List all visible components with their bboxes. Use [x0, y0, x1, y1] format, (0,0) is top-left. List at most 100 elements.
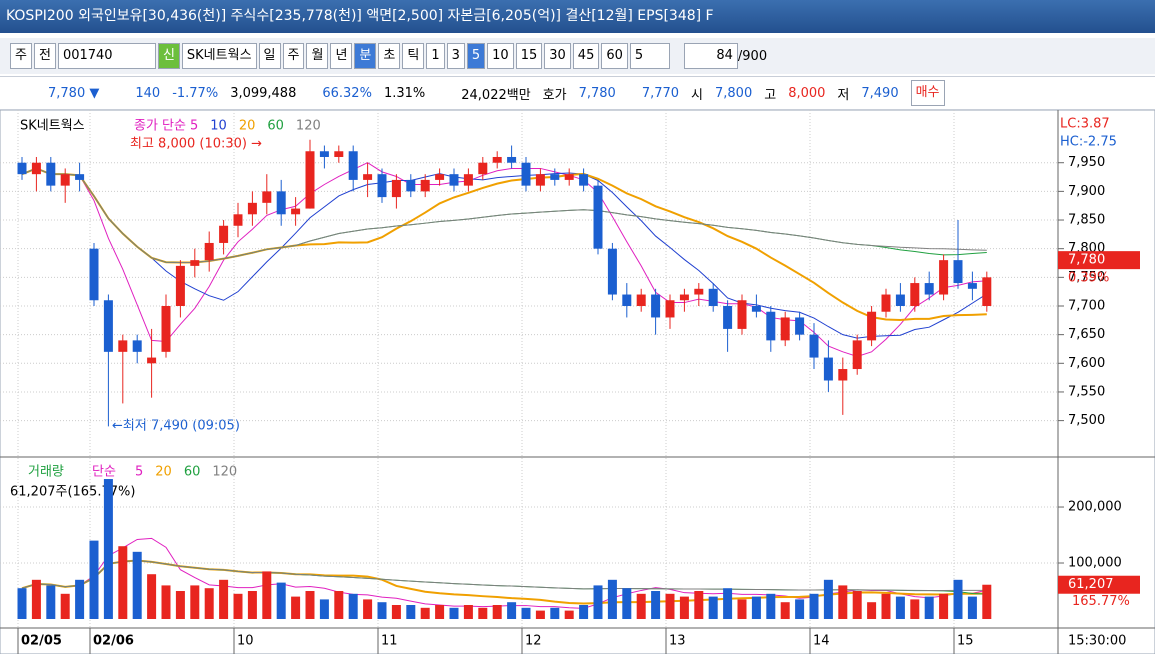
button[interactable]: 년: [330, 43, 353, 69]
button[interactable]: 주: [282, 43, 305, 69]
volume-bar: [175, 591, 185, 619]
button[interactable]: 5: [466, 43, 486, 69]
button[interactable]: 3: [446, 43, 465, 69]
volume-bar: [579, 605, 589, 619]
volume-bar: [420, 607, 430, 619]
candle-body: [507, 156, 517, 163]
candle-body: [449, 174, 459, 186]
candle-body: [751, 305, 761, 312]
candle-body: [852, 340, 862, 370]
volume-bar: [17, 588, 27, 619]
volume-tag: [1058, 575, 1140, 594]
volume-bar: [651, 591, 661, 619]
volume-bar: [161, 585, 171, 619]
volume-bar: [895, 596, 905, 619]
legend-period: 5: [190, 119, 198, 134]
candle-body: [939, 260, 949, 295]
moving-average: [21, 167, 987, 264]
label: 시: [691, 87, 703, 103]
volume-bar: [334, 591, 344, 619]
ma-label: 단순: [92, 465, 116, 480]
button[interactable]: 초: [378, 43, 401, 69]
candle-body: [766, 311, 776, 341]
y-tick-label: 7,950: [1068, 155, 1105, 170]
button[interactable]: 10: [487, 43, 514, 69]
y-tick-label: 7,650: [1068, 327, 1105, 342]
volume-bar: [132, 551, 142, 619]
candle-body: [823, 357, 833, 381]
label: 호가: [542, 87, 567, 103]
candle-body: [982, 277, 992, 306]
candle-body: [521, 162, 531, 186]
legend-period: 20: [155, 465, 172, 480]
button[interactable]: 45: [572, 43, 600, 69]
x-tick-label: 02/05: [21, 634, 62, 649]
button[interactable]: 60: [601, 43, 628, 69]
candle-body: [291, 208, 301, 215]
low: 7,490: [861, 85, 899, 101]
button[interactable]: 월: [306, 43, 329, 69]
candle-body: [262, 191, 272, 203]
candle-body: [377, 174, 387, 198]
x-tick-label: 15: [957, 634, 974, 649]
candle-body: [89, 248, 99, 301]
change: 140: [135, 85, 161, 101]
volume-bar: [679, 596, 689, 619]
candle-body: [737, 300, 747, 329]
volume-bar: [219, 579, 229, 619]
y-tick-label: 7,900: [1068, 184, 1105, 199]
turnover: 1.31%: [383, 85, 426, 101]
price-tag-label: 7,780: [1068, 253, 1105, 268]
candle-body: [535, 174, 545, 186]
candle-body: [233, 214, 243, 226]
button[interactable]: 일: [258, 43, 281, 69]
volume-bar: [262, 571, 272, 619]
button[interactable]: 주: [10, 43, 32, 69]
volume-bar: [910, 599, 920, 619]
volume-bar: [507, 602, 517, 619]
volume-bar: [982, 584, 992, 619]
button[interactable]: 분: [354, 43, 377, 69]
button[interactable]: 15: [515, 43, 543, 69]
candle-body: [334, 151, 344, 157]
volume-bar: [276, 582, 286, 619]
candle-body: [363, 174, 373, 180]
volume-bar: [766, 593, 776, 619]
label: 저: [837, 87, 850, 103]
candle-body: [708, 288, 718, 306]
ask: 7,780: [578, 85, 616, 101]
candle-body: [867, 311, 877, 341]
volume-bar: [291, 596, 301, 619]
volume-bar: [46, 585, 56, 619]
candle-body: [809, 334, 819, 358]
button[interactable]: 30: [544, 43, 571, 69]
toolbar: 주 전 001740 신 SK네트웍스 일 주 월 년 분 초 틱 1 3 5 …: [0, 38, 1155, 74]
volume-title: 거래량: [28, 465, 64, 480]
candle-body: [75, 174, 85, 180]
legend-period: 60: [184, 465, 201, 480]
amount: 24,022백만: [461, 87, 531, 103]
button[interactable]: 전: [33, 43, 56, 69]
y-tick-label: 7,850: [1068, 213, 1105, 228]
volume-bar: [924, 596, 934, 619]
button[interactable]: 틱: [402, 43, 425, 69]
candle-body: [607, 248, 617, 295]
select[interactable]: 5: [629, 43, 670, 69]
candle-body: [665, 300, 675, 318]
legend-period: 120: [296, 119, 321, 134]
volume-bar: [435, 605, 445, 619]
volume-bar: [147, 574, 157, 619]
lc: LC:3.87: [1060, 117, 1110, 132]
candle-body: [636, 294, 646, 306]
button[interactable]: 신: [157, 43, 180, 69]
volume-bar: [622, 588, 632, 619]
stock-name[interactable]: SK네트웍스: [181, 43, 257, 69]
button[interactable]: 1: [426, 43, 445, 69]
buy-button[interactable]: 매수: [910, 80, 945, 106]
code-input[interactable]: 001740: [57, 43, 156, 69]
volume: 3,099,488: [230, 85, 297, 101]
candle-body: [132, 340, 142, 352]
count-input[interactable]: 84: [683, 43, 738, 69]
x-tick-label: 11: [381, 634, 398, 649]
